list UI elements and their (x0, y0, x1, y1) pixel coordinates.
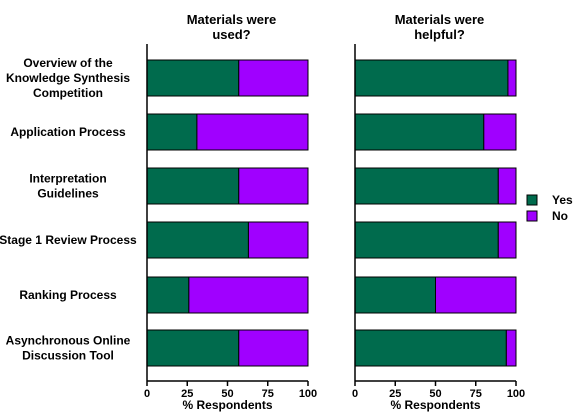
bar-yes (354, 276, 436, 314)
category-label: Asynchronous Online (6, 334, 131, 348)
bar-no (497, 167, 517, 205)
x-tick-label: 75 (262, 388, 274, 400)
x-tick-label: 0 (352, 388, 358, 400)
bar-yes (146, 59, 240, 97)
bar-yes (354, 113, 485, 151)
bar-no (188, 276, 309, 314)
bar-yes (146, 221, 249, 259)
x-tick-label: 75 (470, 388, 482, 400)
x-tick-label: 25 (389, 388, 401, 400)
x-tick-label: 50 (221, 388, 233, 400)
x-axis-label: % Respondents (390, 398, 480, 412)
bar-no (435, 276, 517, 314)
bar-yes (146, 276, 190, 314)
category-label: Overview of the (23, 56, 113, 70)
bar-no (196, 113, 309, 151)
legend-swatch-no (526, 210, 538, 222)
panel-title: used? (212, 27, 250, 42)
x-tick-label: 0 (144, 388, 150, 400)
bar-no (507, 59, 517, 97)
bar-yes (354, 167, 499, 205)
category-label: Application Process (10, 125, 126, 139)
x-tick-label: 100 (507, 388, 525, 400)
bar-no (238, 167, 309, 205)
category-label: Interpretation (29, 172, 106, 186)
bar-yes (146, 167, 240, 205)
category-label: Knowledge Synthesis (6, 71, 130, 85)
x-axis-label: % Respondents (182, 398, 272, 412)
x-tick-label: 100 (299, 388, 317, 400)
category-label: Ranking Process (19, 288, 117, 302)
bar-yes (146, 329, 240, 367)
category-label: Competition (33, 86, 103, 100)
legend-swatch-yes (526, 194, 538, 206)
category-label: Guidelines (37, 187, 99, 201)
bar-no (238, 59, 309, 97)
bar-yes (354, 329, 507, 367)
bar-no (497, 221, 517, 259)
panel-title: helpful? (414, 27, 465, 42)
bar-yes (354, 59, 509, 97)
panel-title: Materials were (187, 12, 277, 27)
panel-title: Materials were (395, 12, 485, 27)
category-label: Stage 1 Review Process (0, 233, 137, 247)
bar-yes (146, 113, 198, 151)
x-tick-label: 50 (429, 388, 441, 400)
legend-label-yes: Yes (552, 193, 573, 207)
bar-no (238, 329, 309, 367)
bar-no (505, 329, 517, 367)
bar-no (483, 113, 517, 151)
bar-yes (354, 221, 499, 259)
bar-no (247, 221, 309, 259)
category-label: Discussion Tool (22, 349, 114, 363)
x-tick-label: 25 (181, 388, 193, 400)
legend-label-no: No (552, 209, 568, 223)
